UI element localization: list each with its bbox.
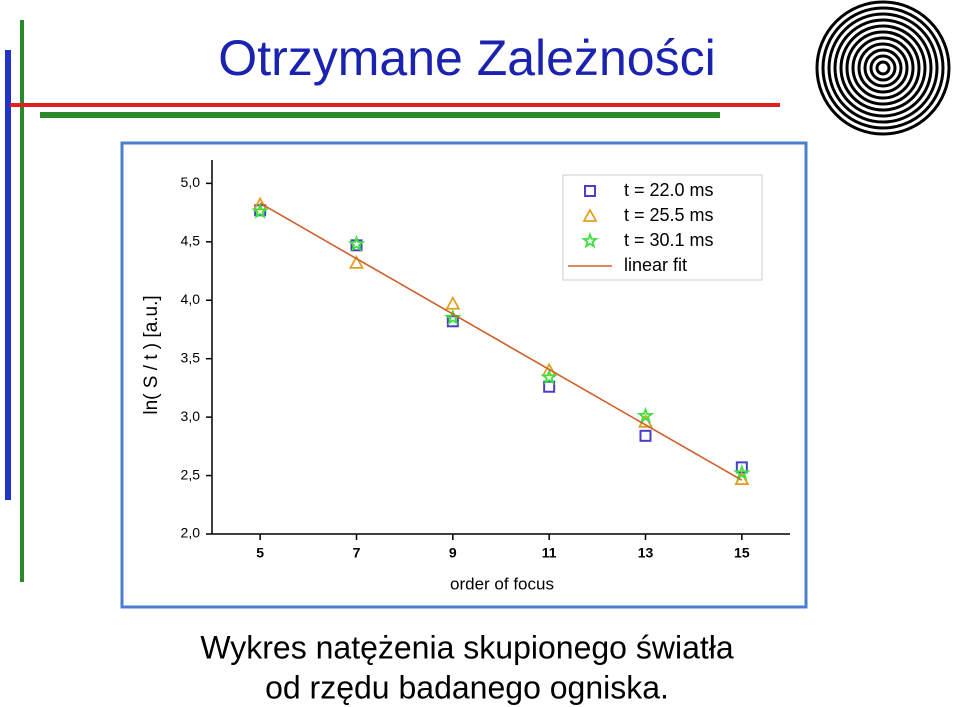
y-axis-label: ln( S / t ) [a.u.] xyxy=(141,295,162,414)
point xyxy=(540,368,558,385)
y-tick-label: 4,5 xyxy=(181,233,201,249)
x-tick-label: 13 xyxy=(638,545,654,561)
caption: Wykres natężenia skupionego światła xyxy=(200,629,734,665)
y-tick-label: 3,5 xyxy=(181,349,201,365)
point xyxy=(347,234,366,252)
y-tick-label: 2,5 xyxy=(181,466,201,482)
legend-label: t = 22.0 ms xyxy=(624,180,714,200)
legend-swatch xyxy=(581,231,599,249)
point xyxy=(543,380,556,393)
x-tick-label: 7 xyxy=(353,545,361,561)
point xyxy=(639,429,652,442)
y-tick-label: 4,0 xyxy=(181,291,201,307)
y-tick-label: 5,0 xyxy=(181,174,201,190)
point xyxy=(541,362,557,377)
logo-ring xyxy=(833,18,933,118)
legend-label: linear fit xyxy=(624,255,687,275)
point xyxy=(636,406,655,424)
logo-ring xyxy=(869,54,897,82)
legend-label: t = 30.1 ms xyxy=(624,230,714,250)
point xyxy=(445,295,461,310)
point xyxy=(348,254,365,269)
fit-line xyxy=(259,202,743,481)
logo-ring xyxy=(863,48,903,88)
legend-label: t = 25.5 ms xyxy=(624,205,714,225)
logo-ring xyxy=(845,30,921,106)
x-tick-label: 9 xyxy=(449,545,457,561)
point xyxy=(251,202,269,219)
legend-box xyxy=(562,174,763,281)
point xyxy=(733,463,751,481)
y-tick-label: 2,0 xyxy=(181,525,201,541)
x-tick-label: 5 xyxy=(256,545,264,561)
logo-ring xyxy=(815,0,951,136)
logo-ring xyxy=(851,36,915,100)
logo-ring xyxy=(875,60,891,76)
x-tick-label: 15 xyxy=(734,545,750,561)
logo-ring xyxy=(821,6,945,130)
slide-title: Otrzymane Zależności xyxy=(218,30,715,86)
point xyxy=(446,315,459,328)
y-tick-label: 3,0 xyxy=(181,408,201,424)
x-tick-label: 11 xyxy=(542,545,557,561)
logo-ring xyxy=(827,12,939,124)
legend-swatch xyxy=(584,185,596,197)
point xyxy=(444,308,462,326)
logo-ring xyxy=(839,24,927,112)
caption: od rzędu badanego ogniska. xyxy=(265,669,669,705)
logo-ring xyxy=(857,42,909,94)
point xyxy=(252,196,268,211)
x-axis-label: order of focus xyxy=(450,574,554,593)
legend-swatch xyxy=(582,208,598,222)
logo xyxy=(815,0,951,136)
